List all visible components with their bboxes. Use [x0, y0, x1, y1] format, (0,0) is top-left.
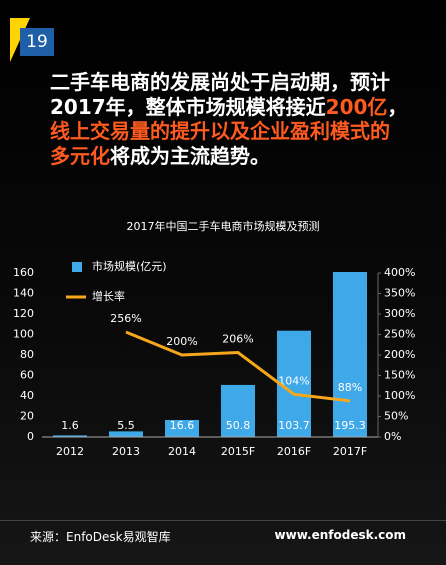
- headline-line: 线上交易量的提升以及企业盈利模式的: [50, 119, 440, 144]
- y2-tick-label: 200%: [384, 348, 415, 361]
- page-number: 19: [20, 28, 54, 56]
- website: www.enfodesk.com: [274, 528, 406, 542]
- bar: [109, 431, 143, 437]
- y-tick-label: 100: [13, 328, 34, 341]
- y2-tick-label: 100%: [384, 389, 415, 402]
- y-tick-label: 0: [27, 430, 34, 443]
- line-value-label: 206%: [222, 333, 253, 346]
- x-tick-label: 2017F: [333, 445, 367, 458]
- headline-text: 2017年，整体市场规模将接近: [50, 94, 326, 119]
- chart: 2017年中国二手车电商市场规模及预测 0 20 40 60 80 100 120 140 16…: [13, 219, 415, 458]
- bar-value-label: 195.3: [334, 419, 366, 432]
- y-tick-label: 160: [13, 266, 34, 279]
- x-tick-label: 2012: [56, 445, 84, 458]
- y2-tick-label: 0%: [384, 430, 401, 443]
- headline-line: 多元化将成为主流趋势。: [50, 144, 440, 169]
- y2-tick-label: 350%: [384, 287, 415, 300]
- x-tick-label: 2016F: [277, 445, 311, 458]
- bar-value-label: 103.7: [278, 419, 310, 432]
- source: 来源：EnfoDesk易观智库: [30, 530, 171, 544]
- line-value-label: 256%: [110, 312, 141, 325]
- x-tick-label: 2014: [168, 445, 196, 458]
- x-tick-label: 2013: [112, 445, 140, 458]
- bar-value-label: 50.8: [226, 419, 251, 432]
- headline: 二手车电商的发展尚处于启动期，预计 2017年，整体市场规模将接近200亿， 线…: [50, 70, 440, 168]
- headline-highlight: 线上交易量的提升以及企业盈利模式的: [50, 119, 390, 143]
- y-tick-label: 60: [20, 369, 34, 382]
- y-tick-label: 140: [13, 287, 34, 300]
- bar: [53, 435, 87, 437]
- y2-tick-label: 400%: [384, 266, 415, 279]
- headline-highlight: 200亿: [325, 94, 388, 119]
- headline-line: 二手车电商的发展尚处于启动期，预计: [50, 70, 440, 95]
- headline-text: ，: [387, 94, 408, 119]
- y2-tick-label: 300%: [384, 307, 415, 320]
- y-tick-label: 120: [13, 307, 34, 320]
- legend-label: 市场规模(亿元): [92, 259, 167, 273]
- headline-highlight: 多元化: [50, 143, 110, 168]
- bar-value-label: 5.5: [117, 419, 135, 432]
- y2-tick-label: 150%: [384, 369, 415, 382]
- footer-divider: [0, 520, 446, 521]
- y-tick-label: 80: [20, 348, 34, 361]
- y2-tick-label: 50%: [384, 410, 408, 423]
- y-tick-label: 20: [20, 410, 34, 423]
- headline-text: 二手车电商的发展尚处于启动期，预计: [50, 70, 390, 94]
- legend-swatch: [72, 262, 82, 272]
- bar: [221, 384, 255, 437]
- x-tick-label: 2015F: [221, 445, 255, 458]
- plot-area: [53, 272, 367, 437]
- bar-value-label: 1.6: [61, 419, 79, 432]
- headline-text: 将成为主流趋势。: [110, 143, 270, 168]
- line-value-label: 88%: [338, 381, 362, 394]
- growth-line: [125, 330, 351, 403]
- bar: [333, 272, 367, 437]
- headline-line: 2017年，整体市场规模将接近200亿，: [50, 95, 440, 120]
- line-value-label: 200%: [166, 335, 197, 348]
- line-value-label: 104%: [278, 374, 309, 387]
- chart-title: 2017年中国二手车电商市场规模及预测: [127, 219, 320, 233]
- y2-tick-label: 250%: [384, 328, 415, 341]
- bar-value-label: 16.6: [170, 419, 195, 432]
- y-tick-label: 40: [20, 389, 34, 402]
- bar: [165, 419, 199, 437]
- bar: [277, 330, 311, 437]
- legend-label: 增长率: [92, 289, 125, 303]
